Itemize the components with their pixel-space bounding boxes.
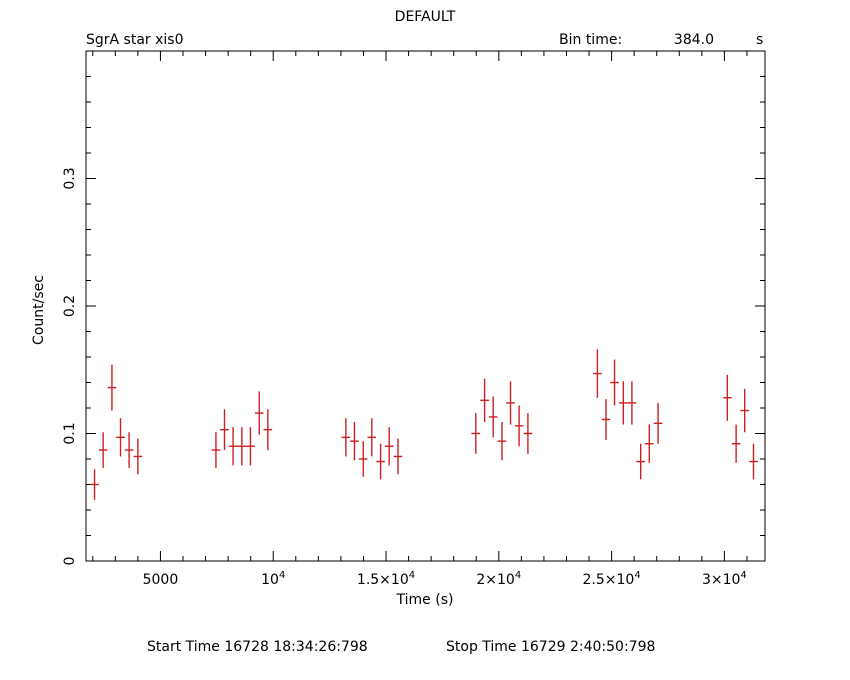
x-tick-exponent: 4 [409,570,415,581]
x-tick-label: 3×104 [702,570,747,588]
data-point [228,427,238,466]
x-tick-exponent: 4 [279,570,285,581]
data-point [740,388,750,433]
data-point [627,381,637,425]
data-point [367,418,377,457]
data-point [263,409,273,451]
data-point [358,441,368,477]
data-point [722,374,732,421]
data-point [506,381,515,425]
data-point [116,418,125,457]
x-tick-label: 104 [261,570,285,588]
data-point [254,391,264,435]
data-point [341,418,351,457]
y-tick-label: 0 [62,557,78,566]
data-point [497,422,507,461]
data-point [246,427,255,466]
x-tick-exponent: 4 [634,570,640,581]
x-tick-exponent: 4 [515,570,521,581]
data-point [471,413,481,454]
x-tick-labels: 5000 104 1.5×104 2×104 2.5×104 3×104 [143,570,747,588]
data-points [90,349,758,500]
data-point [593,349,602,398]
data-point [644,424,654,463]
data-point [488,396,498,438]
data-point [211,432,221,468]
plot-frame [85,50,766,562]
data-point [514,405,524,447]
data-point [90,469,99,500]
start-time-label: Start Time 16728 18:34:26:798 [147,639,368,655]
data-point [610,359,619,406]
data-point [376,443,385,480]
y-tick-label: 0.3 [62,167,78,189]
data-point [384,427,394,466]
data-point [220,409,229,451]
data-point [480,378,489,423]
x-tick-label: 2.5×104 [583,570,641,588]
bin-time-label: Bin time: [559,32,622,48]
axis-ticks [86,51,765,562]
data-point [124,432,134,468]
stop-time-label: Stop Time 16729 2:40:50:798 [446,639,655,655]
data-point [749,443,758,480]
data-point [98,432,108,468]
y-tick-label: 0.2 [62,295,78,317]
x-tick-label: 2×104 [476,570,521,588]
data-point [393,438,403,475]
data-point [731,424,741,463]
data-point [133,438,143,475]
data-point [107,364,117,411]
x-tick-exponent: 4 [740,570,746,581]
y-tick-label: 0.1 [62,422,78,444]
data-point [636,443,646,480]
bin-time-unit: s [756,32,763,48]
source-label: SgrA star xis0 [86,32,184,48]
chart-title: DEFAULT [395,9,456,25]
data-point [619,381,628,425]
data-point [350,422,359,461]
data-point [653,402,663,444]
data-point [523,413,533,454]
x-axis-label: Time (s) [396,592,454,608]
x-tick-label: 5000 [143,572,179,588]
y-tick-labels: 0 0.1 0.2 0.3 [62,167,78,565]
bin-time-value: 384.0 [674,32,714,48]
y-axis-label: Count/sec [31,275,47,345]
data-point [601,399,611,440]
x-tick-label: 1.5×104 [357,570,415,588]
data-point [237,427,247,466]
